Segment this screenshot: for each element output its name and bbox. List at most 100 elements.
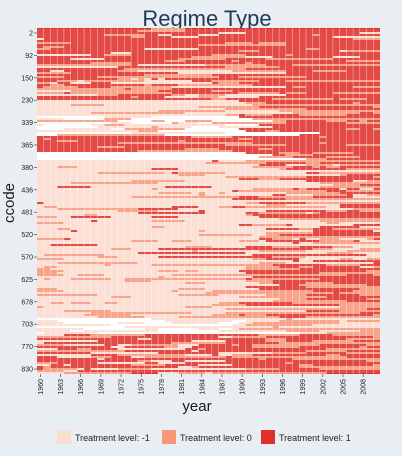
heatmap-cell [37, 42, 71, 44]
heatmap-cell [43, 138, 51, 140]
heatmap-cell [339, 188, 347, 190]
heatmap-cell [218, 82, 239, 84]
heatmap-cell [57, 186, 91, 188]
heatmap-cell [43, 254, 105, 256]
heatmap-cell [198, 34, 219, 36]
y-tick-label: 436 [21, 187, 33, 194]
heatmap-cell [158, 126, 192, 128]
heatmap-cell [366, 238, 374, 240]
heatmap-cell [104, 358, 259, 360]
heatmap-cell [131, 96, 138, 98]
heatmap-cell [37, 198, 233, 200]
heatmap-cell [77, 368, 85, 370]
heatmap-cell [232, 190, 239, 192]
heatmap-cell [252, 276, 380, 278]
heatmap-cell [373, 364, 380, 366]
heatmap-cell [211, 122, 286, 124]
heatmap-cell [292, 302, 380, 304]
heatmap-cell [292, 166, 313, 168]
y-tick-label: 678 [21, 299, 33, 306]
y-tick-label: 339 [21, 120, 33, 127]
heatmap-cell [306, 310, 340, 312]
heatmap-cell [63, 302, 71, 304]
heatmap-cell [191, 80, 212, 82]
heatmap-cell [279, 110, 380, 112]
heatmap-cell [258, 288, 360, 290]
heatmap-cell [171, 88, 380, 90]
heatmap-cell [198, 250, 259, 252]
heatmap-cell [279, 168, 286, 170]
heatmap-cell [178, 172, 226, 174]
heatmap-cell [158, 248, 313, 250]
heatmap-cell [346, 144, 380, 146]
heatmap-cell [90, 312, 192, 314]
heatmap-cell [285, 92, 307, 94]
heatmap-cell [285, 86, 293, 88]
heatmap-cell [198, 328, 219, 330]
heatmap-cell [319, 162, 380, 164]
heatmap-cell [37, 330, 71, 332]
heatmap-cell [245, 62, 253, 64]
heatmap-cell [90, 356, 111, 358]
heatmap-cell [37, 150, 138, 152]
heatmap-cell [279, 178, 380, 180]
heatmap-cell [151, 360, 172, 362]
heatmap-cell [238, 100, 380, 102]
heatmap-cell [245, 272, 320, 274]
heatmap-cell [346, 70, 380, 72]
heatmap-cell [326, 210, 347, 212]
heatmap-cell [37, 262, 58, 264]
heatmap-cell [191, 366, 199, 368]
heatmap-cell [43, 278, 51, 280]
heatmap-cell [306, 76, 380, 78]
heatmap-cell [37, 324, 111, 326]
heatmap-cell [37, 250, 192, 252]
legend-swatch [261, 430, 275, 444]
heatmap-cell [279, 92, 286, 94]
heatmap-cell [37, 138, 44, 140]
heatmap-cell [37, 30, 138, 32]
heatmap-cell [184, 282, 206, 284]
heatmap-cell [292, 224, 354, 226]
heatmap-cell [373, 128, 380, 130]
heatmap-cell [252, 84, 380, 86]
heatmap-cell [37, 186, 58, 188]
heatmap-cell [178, 58, 226, 60]
heatmap-cell [151, 78, 159, 80]
heatmap-cell [43, 366, 51, 368]
heatmap-cell [70, 58, 105, 60]
heatmap-cell [245, 130, 266, 132]
heatmap-cell [178, 140, 185, 142]
heatmap-cell [37, 292, 206, 294]
heatmap-cell [292, 156, 327, 158]
chart-title: Regime Type [142, 6, 271, 31]
heatmap-cell [279, 130, 380, 132]
heatmap-cell [37, 340, 98, 342]
heatmap-cell [144, 84, 152, 86]
heatmap-cell [252, 322, 340, 324]
heatmap-cell [37, 140, 58, 142]
heatmap-cell [359, 330, 380, 332]
heatmap-cell [43, 342, 172, 344]
heatmap-cell [319, 172, 380, 174]
y-tick-label: 625 [21, 277, 33, 284]
heatmap-cell [211, 290, 313, 292]
heatmap-cell [131, 364, 165, 366]
heatmap-cell [373, 112, 380, 114]
heatmap-cell [37, 52, 111, 54]
heatmap-cell [37, 174, 179, 176]
heatmap-cell [144, 316, 179, 318]
heatmap-cell [299, 246, 333, 248]
heatmap-cell [151, 220, 185, 222]
heatmap-cell [225, 356, 233, 358]
heatmap-cell [332, 334, 380, 336]
heatmap-cell [57, 140, 78, 142]
heatmap-cell [77, 86, 111, 88]
heatmap-cell [104, 264, 111, 266]
heatmap-cell [332, 246, 354, 248]
heatmap-cell [37, 206, 44, 208]
heatmap-cell [37, 252, 138, 254]
heatmap-cell [158, 78, 165, 80]
heatmap-cell [37, 348, 58, 350]
heatmap-cell [97, 94, 118, 96]
